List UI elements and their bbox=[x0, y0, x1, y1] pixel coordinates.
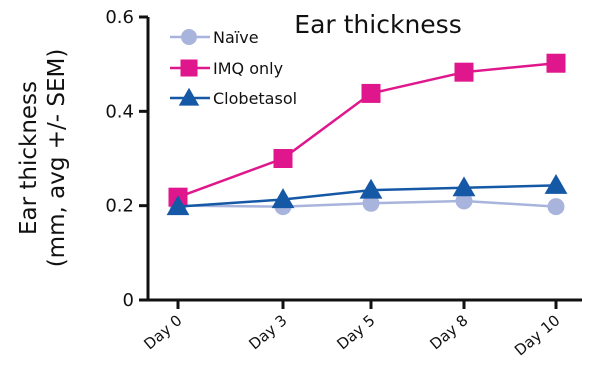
data-point bbox=[362, 194, 380, 212]
legend-item: Naïve bbox=[170, 28, 259, 47]
data-point bbox=[273, 149, 293, 168]
legend: Naïve IMQ only Clobetasol bbox=[170, 28, 297, 108]
legend-label: Clobetasol bbox=[213, 89, 297, 108]
y-axis-label-line2: (mm, avg +/- SEM) bbox=[44, 49, 70, 268]
data-point bbox=[452, 176, 476, 197]
y-axis-label-line1: Ear thickness bbox=[16, 81, 42, 235]
data-point bbox=[361, 83, 381, 103]
axes: 0 0.2 0.4 0.6 Day 0 Day 3 Day 5 Day 8 Day 10 bbox=[105, 7, 582, 359]
legend-marker bbox=[181, 29, 197, 45]
series-2 bbox=[166, 173, 568, 216]
data-point bbox=[271, 188, 295, 209]
y-axis-label: Ear thickness (mm, avg +/- SEM) bbox=[16, 49, 70, 268]
y-tick-label: 0.6 bbox=[105, 7, 134, 28]
legend-label: Naïve bbox=[213, 28, 259, 47]
series-line bbox=[177, 61, 557, 199]
x-tick-label: Day 10 bbox=[511, 311, 564, 359]
x-tick-label: Day 0 bbox=[140, 311, 185, 353]
legend-marker bbox=[180, 59, 198, 77]
data-point bbox=[359, 178, 383, 199]
data-point bbox=[454, 62, 474, 82]
legend-label: IMQ only bbox=[213, 59, 283, 78]
legend-marker bbox=[178, 87, 200, 106]
x-tick-label: Day 3 bbox=[245, 311, 290, 353]
x-tick-label: Day 8 bbox=[426, 311, 471, 353]
series-layer bbox=[166, 53, 568, 216]
data-point bbox=[166, 195, 190, 216]
y-tick-label: 0.2 bbox=[105, 196, 134, 217]
y-tick-label: 0.4 bbox=[105, 101, 134, 122]
data-point bbox=[547, 198, 565, 216]
x-tick-label: Day 5 bbox=[333, 311, 378, 353]
data-point bbox=[546, 53, 566, 73]
data-point bbox=[455, 192, 473, 210]
legend-item: Clobetasol bbox=[170, 87, 297, 108]
y-tick-label: 0 bbox=[123, 290, 134, 311]
chart-title: Ear thickness bbox=[294, 10, 461, 39]
legend-item: IMQ only bbox=[170, 59, 283, 78]
data-point bbox=[544, 173, 568, 194]
